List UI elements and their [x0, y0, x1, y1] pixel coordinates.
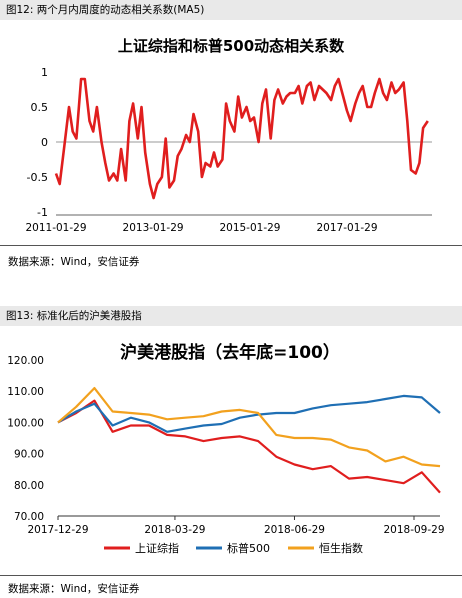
- y-tick-label: 0.5: [31, 101, 49, 114]
- figure-12-label: 图12: 两个月内周度的动态相关系数(MA5): [6, 4, 205, 16]
- index-chart: 沪美港股指（去年底=100） 120.00 110.00 100.00 90.00 80.…: [7, 342, 444, 555]
- correlation-chart: 上证综指和标普500动态相关系数 1 0.5 0 -0.5 -1 2011-01-29 201…: [25, 37, 432, 234]
- legend-label: 标普500: [227, 541, 270, 555]
- divider: [0, 245, 462, 246]
- series-line-3: [57, 386, 441, 468]
- series-line-2: [57, 394, 441, 433]
- x-tick-label: 2017-12-29: [27, 524, 88, 536]
- y-tick-label: 120.00: [7, 355, 44, 367]
- y-tick-label: -0.5: [27, 171, 48, 184]
- correlation-series-line: [54, 77, 429, 200]
- figure-13-caption: 图13: 标准化后的沪美港股指: [0, 306, 462, 326]
- y-tick-label: -1: [37, 206, 48, 219]
- y-tick-label: 110.00: [7, 386, 44, 398]
- chart-title: 沪美港股指（去年底=100）: [120, 342, 340, 363]
- divider: [0, 575, 462, 576]
- x-tick-label: 2011-01-29: [25, 222, 86, 234]
- legend-label: 上证综指: [135, 541, 179, 555]
- figure-12-source: 数据来源：Wind，安信证券: [8, 256, 140, 268]
- chart-title: 上证综指和标普500动态相关系数: [118, 37, 345, 55]
- figure-13-label: 图13: 标准化后的沪美港股指: [6, 310, 142, 322]
- x-tick-label: 2018-09-29: [383, 524, 444, 536]
- x-tick-label: 2018-06-29: [264, 524, 325, 536]
- y-tick-label: 100.00: [7, 417, 44, 429]
- figure-12-caption: 图12: 两个月内周度的动态相关系数(MA5): [0, 0, 462, 20]
- y-tick-label: 80.00: [14, 480, 44, 492]
- x-tick-label: 2018-03-29: [144, 524, 205, 536]
- y-tick-label: 90.00: [14, 449, 44, 461]
- legend-label: 恒生指数: [319, 541, 363, 555]
- figure-13-source: 数据来源：Wind，安信证券: [8, 583, 140, 595]
- x-tick-label: 2015-01-29: [219, 222, 280, 234]
- y-tick-label: 1: [41, 66, 48, 79]
- y-tick-label: 70.00: [14, 511, 44, 523]
- x-tick-label: 2017-01-29: [317, 222, 378, 234]
- y-tick-label: 0: [41, 136, 48, 149]
- x-tick-label: 2013-01-29: [123, 222, 184, 234]
- series-line-1: [57, 399, 441, 494]
